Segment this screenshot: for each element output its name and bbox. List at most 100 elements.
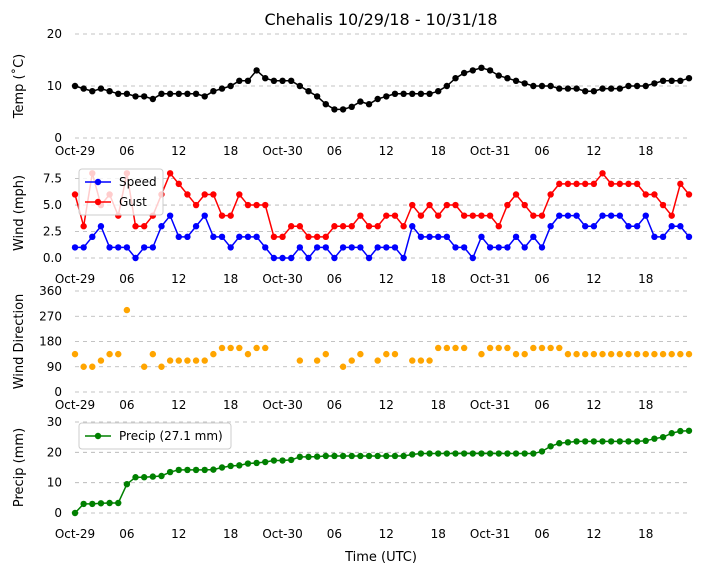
data-point bbox=[452, 344, 459, 352]
data-point bbox=[409, 201, 416, 209]
data-point bbox=[400, 452, 407, 460]
data-point bbox=[616, 85, 624, 92]
data-point bbox=[469, 254, 477, 262]
data-point bbox=[227, 82, 234, 90]
data-point bbox=[339, 106, 347, 113]
data-point bbox=[564, 180, 572, 188]
x-tick-label: 12 bbox=[379, 272, 394, 286]
data-point bbox=[556, 344, 563, 352]
data-point bbox=[97, 500, 105, 507]
data-point bbox=[443, 201, 451, 209]
data-point bbox=[115, 350, 122, 358]
data-point bbox=[590, 350, 598, 358]
data-point bbox=[166, 468, 174, 476]
data-point bbox=[443, 233, 451, 241]
data-point bbox=[175, 90, 182, 98]
data-point bbox=[538, 448, 546, 455]
data-point bbox=[417, 90, 425, 98]
data-point bbox=[253, 67, 260, 74]
data-point bbox=[322, 350, 329, 358]
data-point bbox=[322, 244, 329, 251]
data-point bbox=[530, 212, 537, 219]
data-point bbox=[348, 452, 355, 460]
data-point bbox=[123, 480, 131, 488]
data-point bbox=[365, 452, 373, 460]
data-point bbox=[504, 75, 511, 82]
y-tick-label: 180 bbox=[39, 335, 62, 349]
y-tick-label: 0 bbox=[54, 385, 62, 399]
data-point bbox=[685, 350, 693, 358]
data-point bbox=[633, 180, 641, 188]
panel-3: 0 90 180 270 360 Wind Direction Oct-29 06 12 18 Oc… bbox=[12, 284, 693, 412]
data-point bbox=[192, 223, 200, 230]
data-point bbox=[236, 191, 243, 198]
data-point bbox=[184, 233, 191, 241]
data-point bbox=[339, 223, 347, 230]
data-point bbox=[607, 350, 615, 358]
data-point bbox=[564, 350, 572, 358]
data-point bbox=[270, 457, 278, 464]
data-point bbox=[435, 88, 442, 95]
data-point bbox=[348, 223, 355, 230]
data-point bbox=[201, 357, 208, 364]
data-point bbox=[633, 438, 641, 445]
data-point bbox=[236, 344, 243, 352]
data-point bbox=[305, 233, 312, 241]
data-point bbox=[374, 357, 381, 364]
x-tick-label: Oct-31 bbox=[470, 527, 510, 541]
data-point bbox=[478, 64, 485, 72]
data-point bbox=[71, 350, 79, 358]
y-tick-label: 2.5 bbox=[43, 225, 62, 239]
x-tick-label: 12 bbox=[379, 398, 394, 412]
data-point bbox=[322, 452, 329, 460]
data-point bbox=[201, 93, 208, 100]
data-point bbox=[97, 223, 105, 230]
data-point bbox=[616, 212, 624, 219]
data-point bbox=[210, 466, 217, 473]
data-point bbox=[322, 101, 329, 108]
data-point bbox=[607, 438, 615, 445]
data-point bbox=[244, 77, 252, 85]
data-point bbox=[460, 212, 468, 219]
data-point bbox=[262, 458, 269, 466]
data-point bbox=[590, 88, 598, 95]
data-point bbox=[469, 450, 477, 457]
x-tick-label: Oct-29 bbox=[55, 398, 95, 412]
data-point bbox=[495, 244, 502, 251]
data-point bbox=[426, 201, 433, 209]
data-point bbox=[685, 233, 693, 241]
data-point bbox=[677, 223, 684, 230]
data-point bbox=[391, 244, 399, 251]
data-point bbox=[417, 450, 425, 457]
data-point bbox=[80, 223, 87, 230]
data-point bbox=[80, 244, 87, 251]
data-point bbox=[460, 244, 468, 251]
data-point bbox=[244, 201, 252, 209]
data-point bbox=[426, 357, 433, 364]
data-point bbox=[287, 456, 295, 464]
data-point bbox=[435, 233, 442, 241]
data-point bbox=[668, 212, 675, 219]
data-point bbox=[625, 350, 632, 358]
data-point bbox=[538, 344, 546, 352]
x-tick-label: 18 bbox=[223, 144, 238, 158]
data-point bbox=[556, 212, 563, 219]
data-point bbox=[409, 357, 416, 364]
data-point bbox=[677, 77, 684, 85]
x-tick-label: 06 bbox=[534, 398, 549, 412]
data-point bbox=[391, 350, 399, 358]
data-point bbox=[244, 350, 252, 358]
data-point bbox=[279, 77, 286, 85]
y-tick-label: 7.5 bbox=[43, 172, 62, 186]
data-point bbox=[547, 191, 554, 198]
data-point bbox=[89, 500, 96, 508]
data-point bbox=[512, 191, 520, 198]
data-point bbox=[443, 450, 451, 457]
data-point bbox=[115, 244, 122, 251]
data-point bbox=[175, 357, 182, 364]
data-point bbox=[71, 509, 79, 517]
data-point bbox=[106, 244, 113, 251]
y-tick-label: 360 bbox=[39, 284, 62, 298]
data-point bbox=[192, 357, 200, 364]
